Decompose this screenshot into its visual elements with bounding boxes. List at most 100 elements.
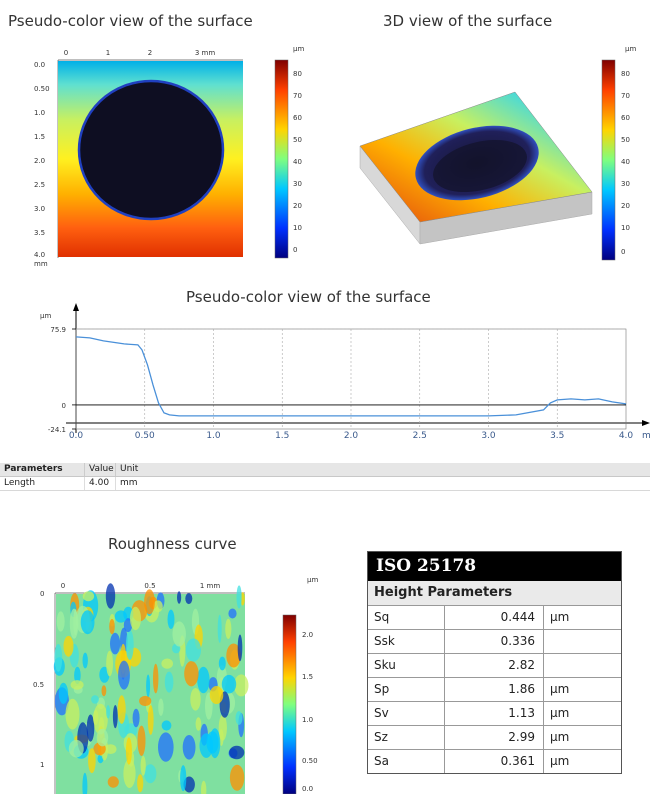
y-tick-label: 3.0	[34, 205, 45, 213]
texture-blob	[180, 765, 187, 792]
x-tick-label: 1.0	[206, 431, 221, 441]
texture-blob	[182, 735, 196, 760]
colorbar-tick: 40	[621, 158, 630, 166]
param-value: 0.444	[445, 606, 544, 629]
texture-blob	[58, 682, 69, 704]
texture-blob	[63, 635, 74, 657]
texture-blob	[146, 674, 151, 698]
texture-blob	[153, 663, 159, 694]
roughness-texture	[53, 583, 249, 794]
colorbar	[601, 59, 616, 261]
param-unit: µm	[550, 682, 570, 696]
y-tick-label: -24.1	[48, 426, 66, 434]
y-unit-label: µm	[40, 312, 51, 320]
texture-blob	[190, 688, 201, 711]
y-tick-label: 2.0	[34, 157, 45, 165]
table-row: Sa 0.361 µm	[368, 750, 621, 773]
texture-blob	[106, 650, 113, 677]
surface-map-x-ticks: 0 1 2 3 mm	[64, 49, 216, 57]
x-axis-arrow	[642, 420, 650, 426]
colorbar-tick: 80	[621, 70, 630, 78]
texture-blob	[144, 589, 155, 615]
param-name: Sv	[368, 702, 445, 725]
texture-blob	[153, 600, 163, 613]
param-name: Sq	[368, 606, 445, 629]
x-tick-label: 1.5	[275, 431, 289, 441]
texture-blob	[185, 593, 193, 605]
colorbar-unit: µm	[307, 576, 318, 584]
colorbar-tick: 40	[293, 158, 302, 166]
colorbar-tick: 30	[293, 180, 302, 188]
param-name: Sp	[368, 678, 445, 701]
texture-blob	[236, 585, 242, 609]
texture-blob	[123, 618, 133, 633]
table-row: Sku 2.82	[368, 654, 621, 678]
param-name: Ssk	[368, 630, 445, 653]
colorbar-tick: 10	[293, 224, 302, 232]
colorbar-tick: 0.50	[302, 757, 318, 765]
texture-blob	[107, 776, 119, 788]
texture-blob	[234, 674, 249, 697]
texture-blob	[54, 644, 63, 672]
texture-blob	[147, 705, 154, 735]
texture-blob	[125, 629, 134, 660]
texture-blob	[130, 606, 141, 631]
texture-blob	[183, 776, 195, 793]
crater-region	[79, 81, 223, 219]
y-tick-label: 1.5	[34, 133, 45, 141]
x-tick-label: 3.5	[550, 431, 564, 441]
texture-blob	[114, 610, 127, 623]
param-unit	[544, 630, 620, 653]
x-tick-label: 2.5	[413, 431, 427, 441]
y-tick-label: 3.5	[34, 229, 45, 237]
y-tick-label: 1.0	[34, 109, 45, 117]
texture-blob	[123, 759, 136, 788]
texture-blob	[172, 621, 186, 647]
y-tick-label: 75.9	[50, 326, 66, 334]
parameter-table-header: Parameters Value Unit	[0, 463, 650, 477]
param-value: 1.13	[445, 702, 544, 725]
colorbar-tick: 10	[621, 224, 630, 232]
table-row: Length 4.00 mm	[0, 477, 650, 491]
texture-blob	[167, 609, 175, 629]
cell-parameter: Length	[4, 478, 36, 488]
param-value: 0.361	[445, 750, 544, 773]
texture-blob	[91, 695, 99, 704]
texture-blob	[185, 638, 201, 662]
parameter-table: Parameters Value Unit Length 4.00 mm	[0, 463, 650, 491]
texture-blob	[137, 774, 144, 793]
colorbar-tick: 60	[293, 114, 302, 122]
texture-blob	[86, 714, 95, 742]
texture-blob	[201, 780, 207, 794]
colorbar-tick: 2.0	[302, 631, 313, 639]
texture-blob	[161, 720, 172, 731]
texture-blob	[106, 705, 111, 719]
colorbar-tick: 50	[621, 136, 630, 144]
texture-blob	[56, 611, 65, 632]
iso-table-subtitle: Height Parameters	[368, 581, 621, 606]
y-tick-label: 0.0	[34, 61, 45, 69]
texture-blob	[82, 652, 88, 669]
x-tick-label: 0.5	[144, 582, 155, 590]
roughness-map: 0 0.5 1 mm 0 0.5 1 µm 2.0 1.5 1.0 0.50 0…	[33, 576, 318, 794]
param-value: 0.336	[445, 630, 544, 653]
colorbar-tick: 1.5	[302, 673, 313, 681]
colorbar-tick: 70	[293, 92, 302, 100]
param-unit: µm	[550, 706, 570, 720]
texture-blob	[82, 591, 95, 602]
texture-blob	[229, 764, 245, 791]
param-unit: µm	[550, 610, 570, 624]
colorbar-tick: 1.0	[302, 716, 313, 724]
x-tick-label: 4.0	[619, 431, 634, 441]
colorbar-tick: 30	[621, 180, 630, 188]
texture-blob	[209, 686, 224, 704]
cell-value: 4.00	[84, 477, 115, 490]
texture-blob	[105, 583, 116, 609]
x-tick-label: 1	[106, 49, 110, 57]
surface-map: 0 1 2 3 mm 0.0 0.50 1.0 1.5 2.0 2.5 3.0 …	[34, 45, 304, 268]
texture-blob	[74, 666, 81, 685]
texture-blob	[68, 739, 84, 758]
texture-blob	[70, 680, 84, 690]
header-parameters: Parameters	[4, 464, 63, 474]
texture-blob	[112, 705, 118, 729]
